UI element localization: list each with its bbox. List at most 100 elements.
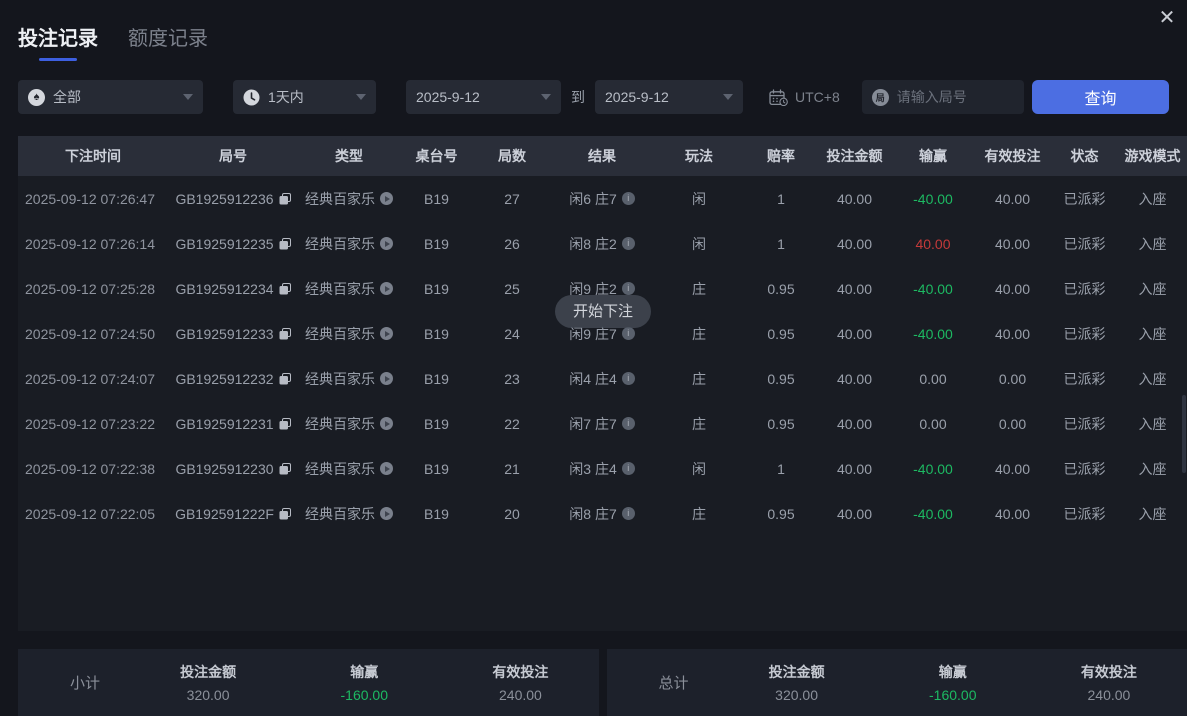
summary-panel-label: 总计 <box>658 675 689 692</box>
table-no: B19 <box>424 235 449 252</box>
replay-icon[interactable] <box>380 417 393 430</box>
close-icon[interactable]: ✕ <box>1158 7 1176 29</box>
play-type: 闲 <box>692 235 706 252</box>
info-icon[interactable]: i <box>621 372 635 385</box>
column-header: 状态 <box>1070 148 1099 164</box>
summary-stats: 投注金额 320.00 输赢 -160.00 有效投注 240.00 <box>130 662 599 703</box>
column-header: 游戏模式 <box>1124 148 1181 164</box>
copy-icon[interactable] <box>279 237 291 250</box>
bet-amount: 40.00 <box>836 505 873 522</box>
odds: 0.95 <box>767 415 795 432</box>
game-mode: 入座 <box>1138 235 1167 252</box>
game-mode: 入座 <box>1138 190 1167 207</box>
replay-icon[interactable] <box>380 282 393 295</box>
bet-time: 2025-09-12 07:26:47 <box>25 190 155 207</box>
replay-icon[interactable] <box>380 192 393 205</box>
round-id: GB1925912234 <box>168 281 298 297</box>
game-type: 经典百家乐 <box>298 279 400 299</box>
info-icon[interactable]: i <box>621 417 635 430</box>
copy-icon[interactable] <box>279 462 291 475</box>
odds: 0.95 <box>767 325 795 342</box>
bet-amount: 40.00 <box>836 280 873 297</box>
status: 已派彩 <box>1063 505 1106 522</box>
tab-quota-records[interactable]: 额度记录 <box>128 22 208 51</box>
table-header-row: 下注时间 局号 类型 桌台号 局数 结果 玩法 赔率 投注金额 输赢 有效投注 状态 游戏模式 <box>18 136 1187 176</box>
valid-bet: 40.00 <box>994 190 1031 207</box>
odds: 1 <box>777 235 785 252</box>
stat-name: 有效投注 <box>492 664 549 680</box>
replay-icon[interactable] <box>380 372 393 385</box>
play-type: 庄 <box>692 325 706 342</box>
win-loss: 40.00 <box>915 235 951 252</box>
game-type-dropdown[interactable]: ♠ 全部 <box>18 80 203 114</box>
info-icon[interactable]: i <box>621 507 635 520</box>
copy-icon[interactable] <box>279 192 291 205</box>
table-no: B19 <box>424 460 449 477</box>
chevron-down-icon <box>541 94 551 100</box>
bet-amount: 40.00 <box>836 325 873 342</box>
time-range-dropdown[interactable]: 1天内 <box>233 80 376 114</box>
replay-icon[interactable] <box>380 327 393 340</box>
date-to-picker[interactable]: 2025-9-12 <box>595 80 743 114</box>
table-no: B19 <box>424 415 449 432</box>
round-no: 21 <box>504 460 520 477</box>
table-row: 2025-09-12 07:25:28 GB1925912234 经典百家乐 B19 2… <box>18 266 1187 311</box>
copy-icon[interactable] <box>279 327 291 340</box>
game-mode: 入座 <box>1138 505 1167 522</box>
time-range-value: 1天内 <box>268 89 304 105</box>
replay-icon[interactable] <box>380 507 393 520</box>
column-header: 结果 <box>588 148 616 164</box>
copy-icon[interactable] <box>279 417 291 430</box>
status: 已派彩 <box>1063 415 1106 432</box>
table-no: B19 <box>424 505 449 522</box>
info-icon[interactable]: i <box>621 237 635 250</box>
tab-bet-records[interactable]: 投注记录 <box>18 22 98 61</box>
copy-icon[interactable] <box>279 282 291 295</box>
bet-amount: 40.00 <box>836 190 873 207</box>
copy-icon[interactable] <box>279 372 291 385</box>
date-to-value: 2025-9-12 <box>605 89 669 105</box>
table-row: 2025-09-12 07:24:50 GB1925912233 经典百家乐 B19 2… <box>18 311 1187 356</box>
stat-name: 有效投注 <box>1080 664 1137 680</box>
status: 已派彩 <box>1063 325 1106 342</box>
info-icon[interactable]: i <box>621 192 635 205</box>
info-icon[interactable]: i <box>621 462 635 475</box>
win-loss: -40.00 <box>913 280 953 297</box>
query-button[interactable]: 查询 <box>1032 80 1169 114</box>
status: 已派彩 <box>1063 280 1106 297</box>
replay-icon[interactable] <box>380 462 393 475</box>
stat-value: 240.00 <box>499 687 542 703</box>
round-search-input[interactable] <box>896 89 1014 105</box>
chevron-down-icon <box>183 94 193 100</box>
column-header: 局号 <box>219 148 247 164</box>
summary-bar: 小计 投注金额 320.00 输赢 -160.00 有效投注 240.00 总计 投注金额… <box>18 649 1187 716</box>
game-type-value: 全部 <box>53 89 81 105</box>
replay-icon[interactable] <box>380 237 393 250</box>
table-row: 2025-09-12 07:22:38 GB1925912230 经典百家乐 B19 2… <box>18 446 1187 491</box>
info-icon[interactable]: i <box>621 327 635 340</box>
result: 闲6 庄7 i <box>551 189 653 209</box>
copy-icon[interactable] <box>279 507 291 520</box>
column-header: 输赢 <box>919 148 947 164</box>
chevron-down-icon <box>723 94 733 100</box>
bet-time: 2025-09-12 07:22:38 <box>25 460 155 477</box>
scrollbar[interactable] <box>1182 395 1186 473</box>
column-header: 赔率 <box>767 148 795 164</box>
tab-bar: 投注记录 额度记录 <box>18 22 208 61</box>
round-no: 25 <box>504 280 520 297</box>
win-loss: -40.00 <box>913 325 953 342</box>
date-from-picker[interactable]: 2025-9-12 <box>406 80 561 114</box>
result: 闲8 庄2 i <box>551 234 653 254</box>
game-mode: 入座 <box>1138 325 1167 342</box>
chevron-down-icon <box>356 94 366 100</box>
tab-label: 投注记录 <box>18 28 98 50</box>
active-tab-underline <box>39 58 77 61</box>
table-row: 2025-09-12 07:26:47 GB1925912236 经典百家乐 B19 2… <box>18 176 1187 221</box>
table-no: B19 <box>424 325 449 342</box>
stat-value: 240.00 <box>1087 687 1131 703</box>
win-loss: -40.00 <box>913 505 953 522</box>
info-icon[interactable]: i <box>621 282 635 295</box>
bet-amount: 40.00 <box>836 235 873 252</box>
odds: 1 <box>777 190 785 207</box>
bet-amount: 40.00 <box>836 460 873 477</box>
